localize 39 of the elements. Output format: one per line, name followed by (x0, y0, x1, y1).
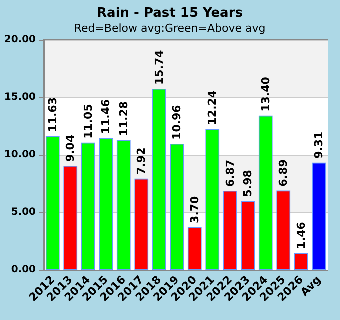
data-label: 3.70 (188, 196, 202, 224)
data-label: 11.46 (100, 99, 113, 134)
bar (188, 227, 202, 270)
bar (258, 116, 273, 270)
bar (312, 162, 326, 270)
chart-subtitle: Red=Below avg:Green=Above avg (74, 22, 266, 35)
bar (64, 166, 78, 270)
bar (81, 142, 96, 270)
data-label: 6.87 (224, 160, 237, 187)
data-label: 11.05 (82, 104, 95, 139)
bar (241, 201, 256, 270)
data-label: 13.40 (259, 76, 272, 112)
data-label: 10.96 (170, 104, 184, 140)
data-label: 11.63 (46, 97, 60, 132)
data-label: 12.24 (206, 90, 220, 126)
bar (134, 178, 149, 270)
bar (206, 129, 220, 270)
bar (276, 190, 291, 270)
bar (46, 136, 60, 270)
data-label: 9.04 (64, 134, 78, 162)
data-label: 7.92 (135, 148, 148, 175)
data-label: 15.74 (152, 50, 166, 85)
data-label: 1.46 (294, 222, 308, 250)
y-tick-label: 5.00 (11, 207, 36, 218)
data-label: 6.89 (277, 160, 290, 187)
data-label: 5.98 (242, 170, 255, 198)
data-label: 9.31 (312, 132, 326, 159)
bar (152, 88, 166, 270)
bar (223, 190, 238, 270)
y-tick-label: 10.00 (4, 150, 36, 160)
bar (294, 253, 308, 270)
bar (116, 140, 131, 270)
y-tick-label: 20.00 (4, 34, 36, 46)
chart-title: Rain - Past 15 Years (97, 6, 244, 21)
y-tick-label: 15.00 (4, 92, 36, 103)
bar (99, 138, 114, 270)
bar (170, 144, 184, 270)
y-tick-label: 0.00 (11, 264, 36, 276)
data-label: 11.28 (117, 101, 130, 136)
